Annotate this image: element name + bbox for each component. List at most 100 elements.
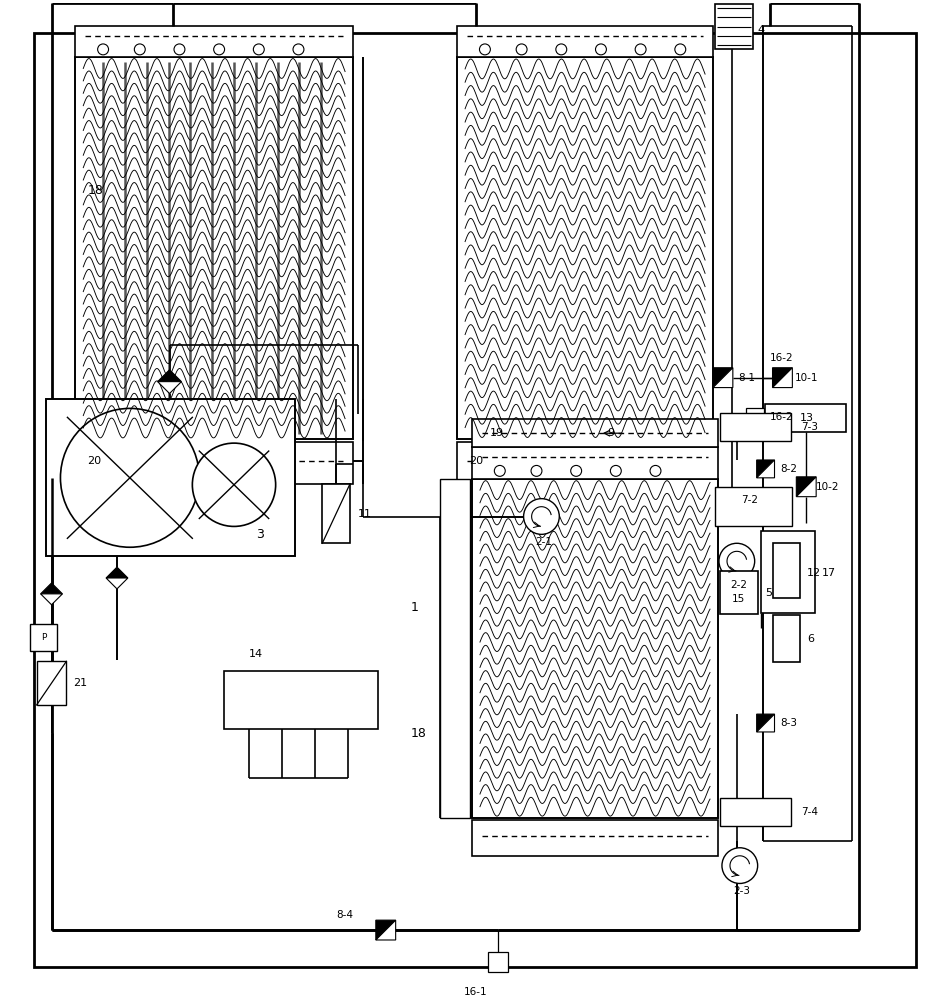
Bar [715,487,792,526]
Text: 13: 13 [800,413,814,423]
Polygon shape [106,578,128,589]
Bar [29,624,57,651]
Circle shape [98,44,108,55]
Bar [46,399,295,556]
Text: 17: 17 [822,568,836,578]
Text: 2-3: 2-3 [733,886,750,896]
Polygon shape [772,368,792,388]
Polygon shape [158,382,181,394]
Text: 19: 19 [490,428,504,438]
Circle shape [523,499,560,534]
Text: 7-2: 7-2 [741,495,758,505]
Circle shape [192,443,276,526]
Bar [472,419,718,447]
Polygon shape [41,583,63,594]
Polygon shape [756,460,774,478]
Circle shape [254,44,264,55]
Bar [746,408,764,426]
Circle shape [556,44,567,55]
Text: 10-1: 10-1 [794,373,818,383]
Circle shape [480,44,490,55]
Circle shape [214,44,224,55]
Text: 3: 3 [256,528,264,541]
Text: 20: 20 [87,456,102,466]
Circle shape [174,44,185,55]
Bar [472,820,718,856]
Circle shape [571,465,581,476]
Text: 5: 5 [766,588,772,598]
Text: 8-2: 8-2 [781,464,797,474]
Bar [75,57,353,439]
Circle shape [531,465,542,476]
Text: 16-2: 16-2 [770,412,793,422]
Bar [765,404,846,432]
Text: 4: 4 [758,25,765,35]
Bar [715,4,752,49]
Polygon shape [106,567,128,578]
Text: 15: 15 [732,594,746,604]
Text: 8-4: 8-4 [336,910,353,920]
Circle shape [636,44,646,55]
Polygon shape [158,370,181,382]
Text: 9: 9 [607,428,615,438]
Circle shape [516,44,527,55]
Bar [772,615,800,662]
Text: 6: 6 [808,634,814,644]
Bar [720,798,791,826]
Bar [37,661,66,705]
Bar [720,571,758,614]
Polygon shape [772,368,792,388]
Polygon shape [713,368,732,388]
Text: 7-3: 7-3 [801,422,818,432]
Text: 11: 11 [358,509,372,519]
Polygon shape [376,920,395,940]
Circle shape [293,44,304,55]
Polygon shape [376,920,395,940]
Circle shape [596,44,606,55]
Text: 20: 20 [469,456,484,466]
Circle shape [719,543,754,579]
Bar [457,57,713,439]
Circle shape [134,44,145,55]
Bar [224,671,378,729]
Circle shape [494,465,505,476]
Text: 16-1: 16-1 [465,987,487,997]
Bar [457,442,713,484]
Text: 1: 1 [410,601,418,614]
Polygon shape [713,368,732,388]
Text: 21: 21 [73,678,87,688]
Circle shape [674,44,686,55]
Bar [457,26,713,57]
Bar [75,26,353,57]
Text: 2-1: 2-1 [535,537,552,547]
Polygon shape [796,477,816,497]
Text: 10-2: 10-2 [816,482,840,492]
Text: 12: 12 [808,568,822,578]
Polygon shape [756,714,774,732]
Bar [720,413,791,441]
Text: P: P [41,633,47,642]
Circle shape [610,465,621,476]
Text: 18: 18 [87,184,104,197]
Text: 18: 18 [410,727,427,740]
Polygon shape [756,460,774,478]
Bar [772,543,800,598]
Text: 14: 14 [249,649,263,659]
Text: 16-2: 16-2 [770,353,793,363]
Polygon shape [41,594,63,605]
Bar [322,484,350,543]
Polygon shape [796,477,816,497]
Bar [472,447,718,479]
Circle shape [61,408,200,547]
Circle shape [650,465,661,476]
Text: 7-4: 7-4 [801,807,818,817]
Bar [75,442,353,484]
Text: 8-1: 8-1 [738,373,755,383]
Text: 8-3: 8-3 [781,718,797,728]
Bar [488,952,507,972]
Bar [761,531,815,613]
Circle shape [722,848,758,883]
Bar [472,479,718,818]
Text: 2-2: 2-2 [731,580,748,590]
Bar [440,479,470,818]
